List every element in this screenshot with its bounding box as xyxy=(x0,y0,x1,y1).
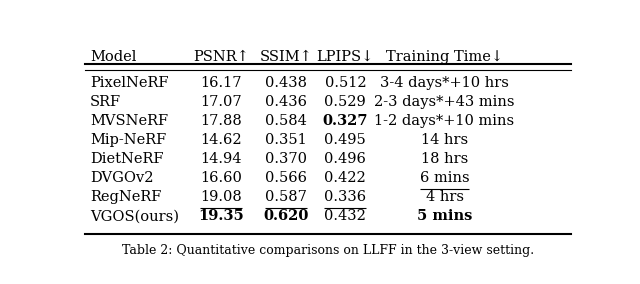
Text: 0.496: 0.496 xyxy=(324,153,366,166)
Text: Training Time↓: Training Time↓ xyxy=(386,50,503,64)
Text: RegNeRF: RegNeRF xyxy=(90,191,161,204)
Text: 14.62: 14.62 xyxy=(200,133,242,147)
Text: LPIPS↓: LPIPS↓ xyxy=(317,50,374,64)
Text: Model: Model xyxy=(90,50,136,64)
Text: DVGOv2: DVGOv2 xyxy=(90,172,154,185)
Text: PixelNeRF: PixelNeRF xyxy=(90,76,168,90)
Text: 2-3 days*+43 mins: 2-3 days*+43 mins xyxy=(374,95,515,109)
Text: 17.88: 17.88 xyxy=(200,114,242,128)
Text: Mip-NeRF: Mip-NeRF xyxy=(90,133,166,147)
Text: 19.35: 19.35 xyxy=(198,210,244,224)
Text: 3-4 days*+10 hrs: 3-4 days*+10 hrs xyxy=(380,76,509,90)
Text: 14.94: 14.94 xyxy=(200,153,242,166)
Text: 1-2 days*+10 mins: 1-2 days*+10 mins xyxy=(374,114,515,128)
Text: 0.495: 0.495 xyxy=(324,133,366,147)
Text: 0.584: 0.584 xyxy=(265,114,307,128)
Text: 0.438: 0.438 xyxy=(265,76,307,90)
Text: 0.587: 0.587 xyxy=(265,191,307,204)
Text: 17.07: 17.07 xyxy=(200,95,242,109)
Text: DietNeRF: DietNeRF xyxy=(90,153,163,166)
Text: 0.566: 0.566 xyxy=(265,172,307,185)
Text: VGOS(ours): VGOS(ours) xyxy=(90,210,179,224)
Text: 19.08: 19.08 xyxy=(200,191,242,204)
Text: 14 hrs: 14 hrs xyxy=(421,133,468,147)
Text: 0.432: 0.432 xyxy=(324,210,366,224)
Text: 0.336: 0.336 xyxy=(324,191,367,204)
Text: SSIM↑: SSIM↑ xyxy=(259,50,312,64)
Text: 0.351: 0.351 xyxy=(265,133,307,147)
Text: 6 mins: 6 mins xyxy=(420,172,469,185)
Text: 16.17: 16.17 xyxy=(200,76,242,90)
Text: SRF: SRF xyxy=(90,95,121,109)
Text: Table 2: Quantitative comparisons on LLFF in the 3-view setting.: Table 2: Quantitative comparisons on LLF… xyxy=(122,244,534,257)
Text: 0.512: 0.512 xyxy=(324,76,366,90)
Text: PSNR↑: PSNR↑ xyxy=(193,50,250,64)
Text: 0.422: 0.422 xyxy=(324,172,366,185)
Text: MVSNeRF: MVSNeRF xyxy=(90,114,168,128)
Text: 0.370: 0.370 xyxy=(265,153,307,166)
Text: 0.529: 0.529 xyxy=(324,95,366,109)
Text: 0.436: 0.436 xyxy=(265,95,307,109)
Text: 18 hrs: 18 hrs xyxy=(421,153,468,166)
Text: 0.327: 0.327 xyxy=(323,114,368,128)
Text: 5 mins: 5 mins xyxy=(417,210,472,224)
Text: 0.620: 0.620 xyxy=(263,210,308,224)
Text: 4 hrs: 4 hrs xyxy=(426,191,463,204)
Text: 16.60: 16.60 xyxy=(200,172,243,185)
